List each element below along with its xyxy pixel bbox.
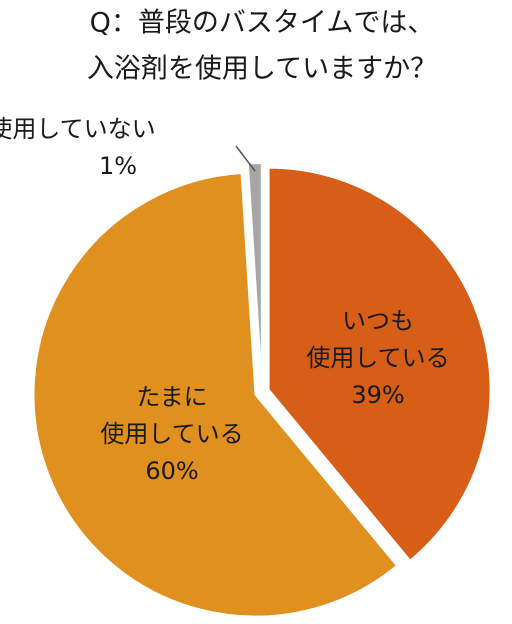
pie-slice: [267, 166, 492, 563]
value-label: 1%: [99, 152, 137, 180]
pie-slice: [246, 162, 263, 386]
pie-slice: [32, 171, 399, 618]
slice-label: 使用している: [100, 420, 243, 448]
slice-label: 使用している: [306, 344, 449, 372]
leader-line: [235, 145, 256, 172]
chart-title: 入浴剤を使用していますか？: [87, 54, 437, 85]
slice-label: たまに: [136, 383, 207, 411]
chart-title: Q：普段のバスタイムでは、: [90, 8, 435, 39]
value-label: 39%: [351, 381, 404, 409]
slice-label: いつも: [342, 307, 414, 335]
slice-label: 使用していない: [0, 115, 156, 143]
value-label: 60%: [145, 457, 198, 485]
